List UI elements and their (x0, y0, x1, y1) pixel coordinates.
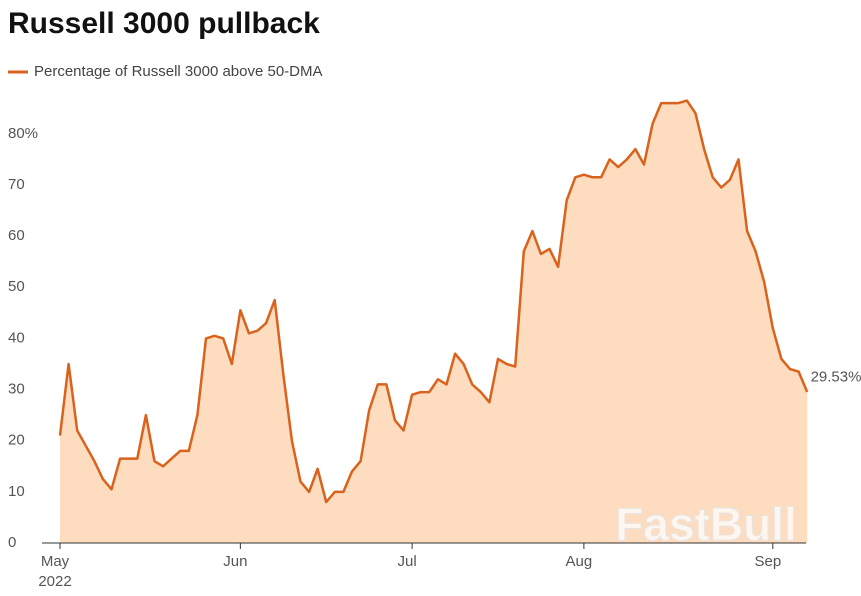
y-tick-label: 50 (8, 278, 25, 295)
data-label: 29.53% (811, 369, 861, 386)
x-tick-label: Sep (754, 553, 781, 570)
y-tick-label: 30 (8, 381, 25, 398)
y-tick-label: 40 (8, 329, 25, 346)
x-tick-label: Jun (223, 553, 247, 570)
y-tick-label: 70 (8, 176, 25, 193)
y-tick-label: 80% (8, 125, 38, 142)
x-tick-year: 2022 (38, 573, 71, 590)
y-tick-label: 60 (8, 227, 25, 244)
chart-title: Russell 3000 pullback (8, 7, 320, 40)
x-tick-label: Jul (398, 553, 417, 570)
y-tick-label: 10 (8, 483, 25, 500)
x-tick-label: May (41, 553, 70, 570)
area (60, 100, 808, 543)
x-tick-label: Aug (566, 553, 593, 570)
watermark: FastBull (615, 498, 796, 550)
y-tick-label: 0 (8, 534, 16, 551)
y-tick-label: 20 (8, 432, 25, 449)
line (58, 99, 809, 504)
legend-label: Percentage of Russell 3000 above 50-DMA (34, 63, 323, 80)
